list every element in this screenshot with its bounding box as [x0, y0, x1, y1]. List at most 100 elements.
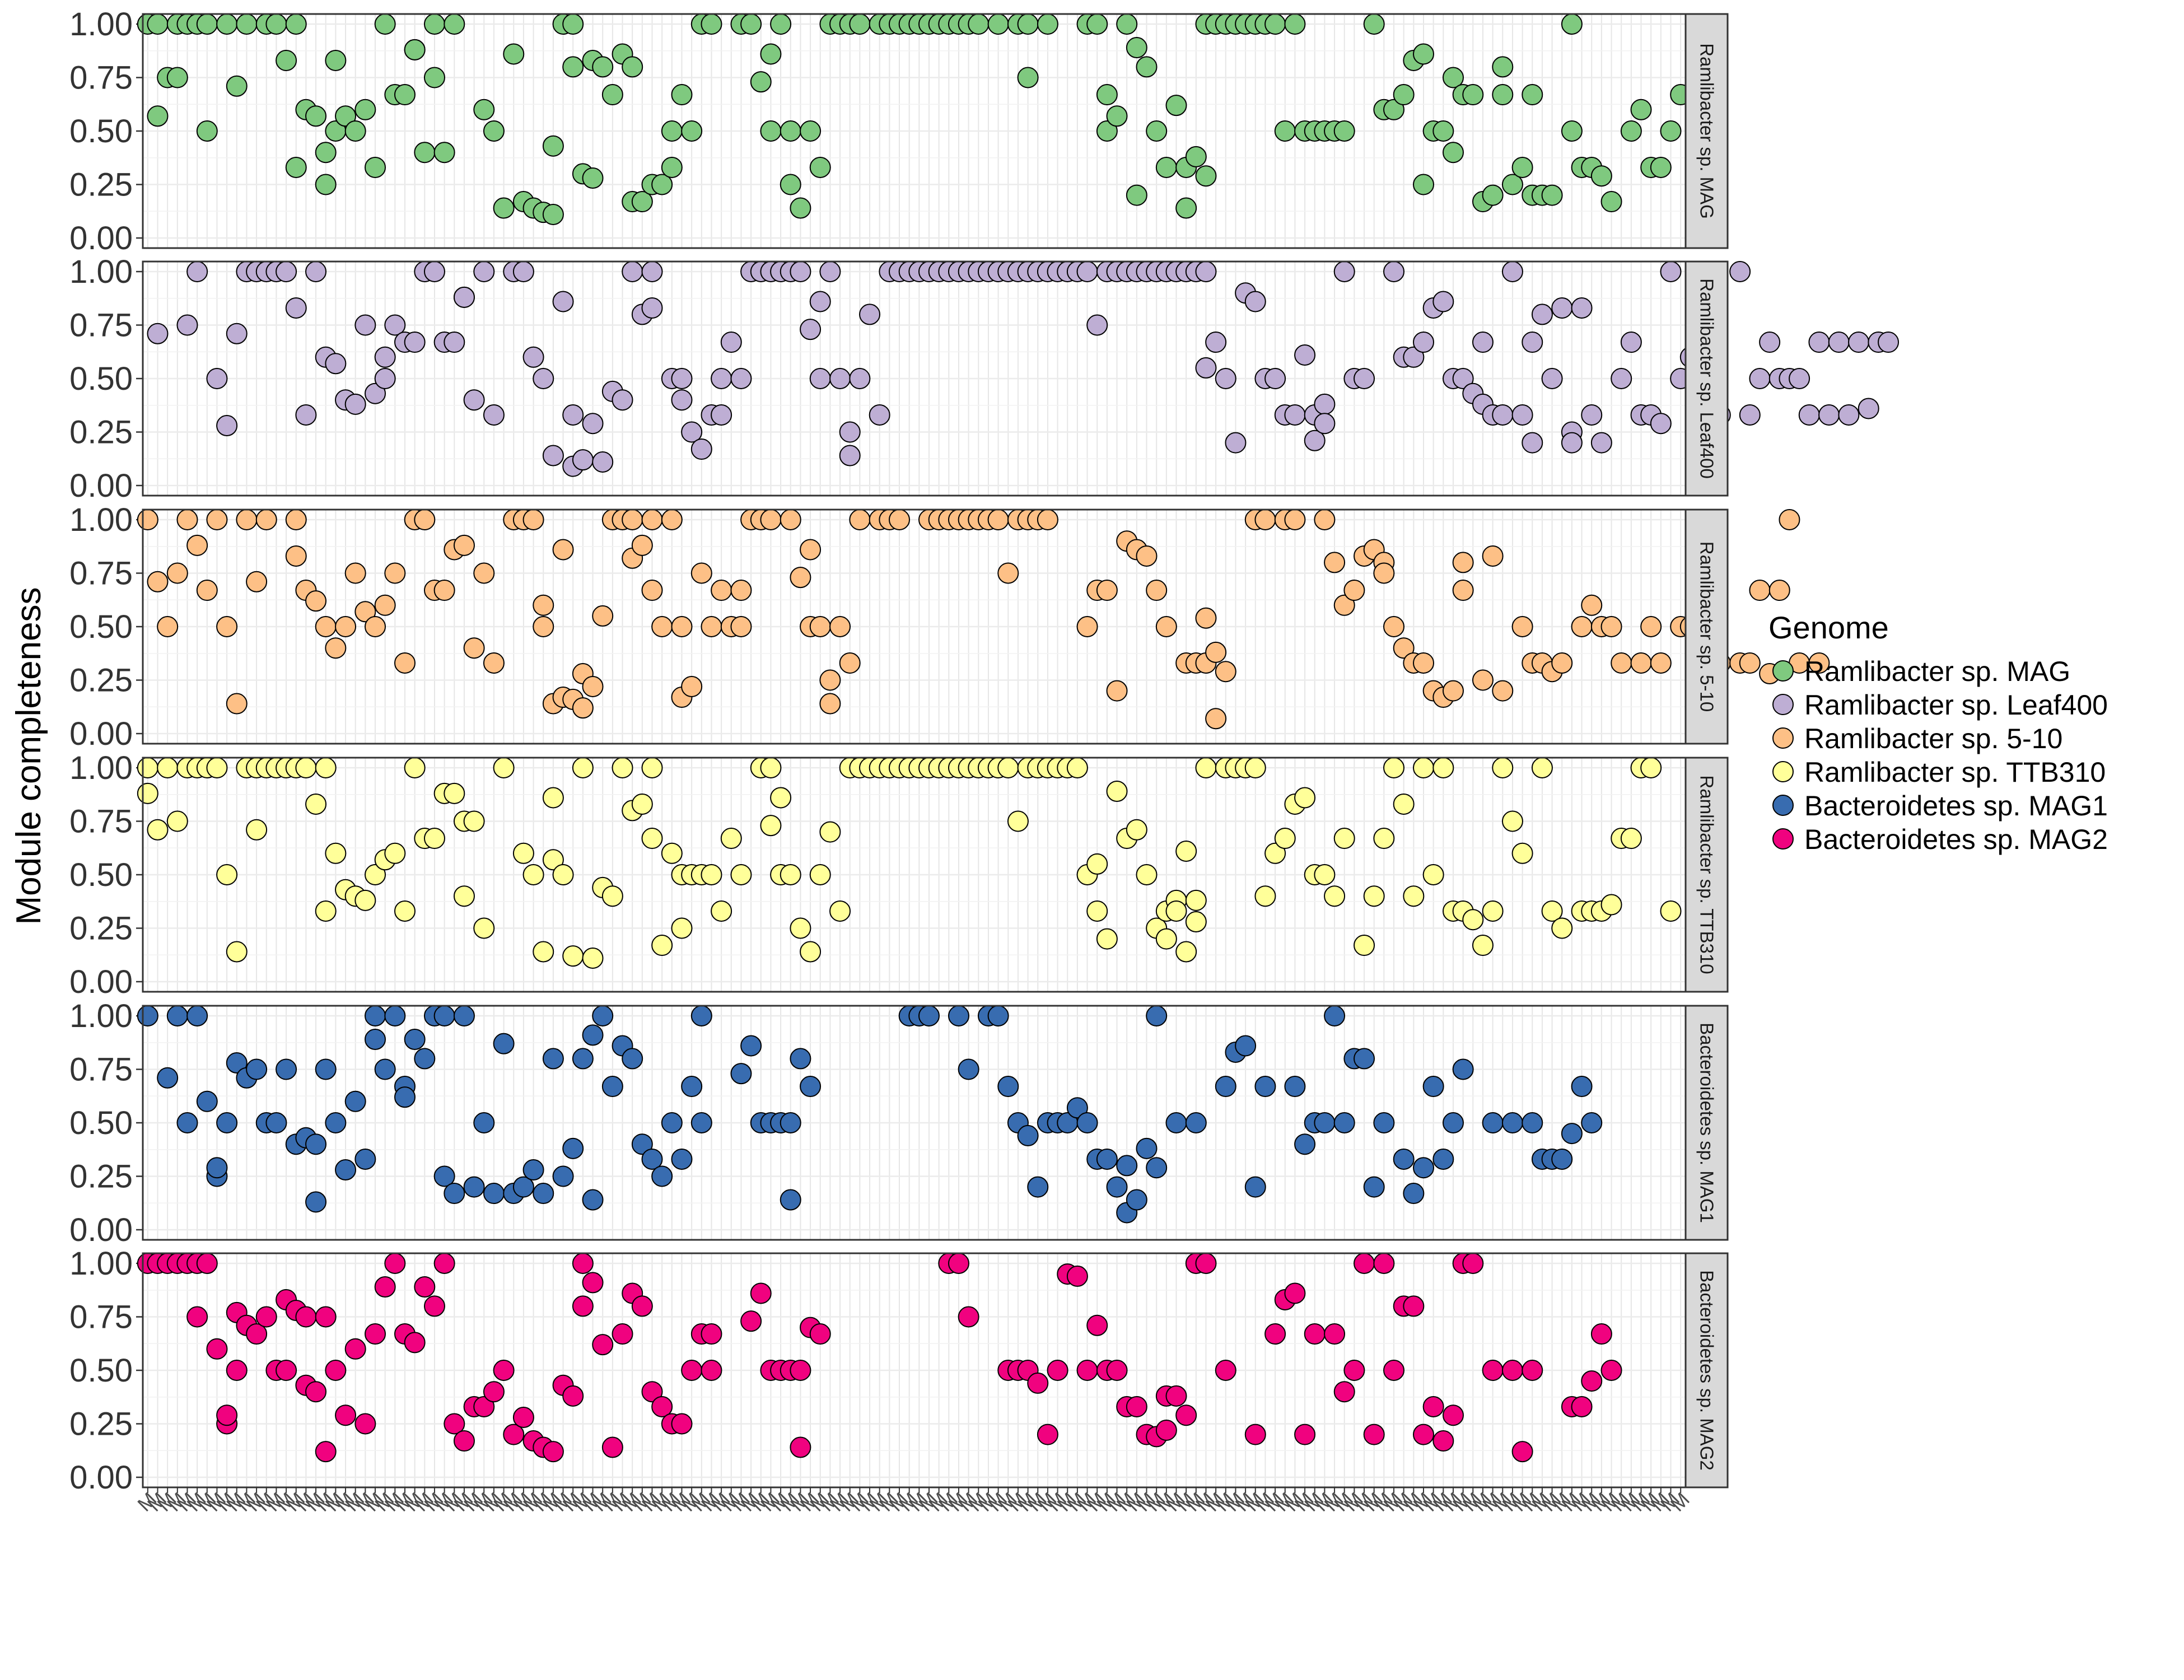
data-point	[1640, 616, 1662, 637]
data-point	[1284, 13, 1306, 35]
data-point	[800, 539, 822, 561]
data-point	[750, 1282, 772, 1304]
data-point	[1789, 368, 1810, 389]
data-point	[1393, 793, 1415, 815]
data-point	[1492, 84, 1514, 106]
data-point	[1492, 56, 1514, 78]
data-point	[730, 580, 752, 601]
y-tick-label: 1.00	[69, 502, 133, 538]
data-point	[1175, 941, 1197, 963]
data-point	[780, 1189, 801, 1211]
data-point	[819, 821, 841, 843]
data-point	[1195, 261, 1217, 282]
data-point	[1413, 1424, 1435, 1445]
data-point	[1768, 580, 1790, 601]
data-point	[226, 1360, 248, 1381]
y-axis-title: Module completeness	[10, 587, 48, 925]
y-tick-label: 0.50	[69, 361, 133, 397]
data-point	[137, 782, 158, 804]
y-tick-label: 0.25	[69, 662, 133, 699]
data-point	[1354, 1048, 1375, 1070]
data-point	[1007, 810, 1029, 832]
data-point	[681, 1076, 703, 1098]
data-point	[601, 885, 623, 907]
data-point	[780, 120, 801, 142]
data-point	[1047, 1360, 1068, 1381]
data-point	[1472, 669, 1494, 691]
data-point	[1551, 297, 1573, 319]
data-point	[1878, 332, 1900, 353]
data-point	[374, 13, 396, 35]
data-point	[1244, 1176, 1266, 1198]
data-point	[790, 917, 811, 939]
data-point	[968, 13, 990, 35]
data-point	[365, 1323, 386, 1345]
data-point	[849, 509, 871, 530]
data-point	[414, 1048, 436, 1070]
data-point	[1393, 1148, 1415, 1170]
data-point	[631, 191, 653, 213]
data-point	[572, 449, 594, 471]
data-point	[1294, 1424, 1316, 1445]
data-point	[196, 1090, 218, 1112]
data-point	[1096, 580, 1118, 601]
data-point	[246, 571, 268, 592]
y-tick-label: 0.50	[69, 857, 133, 893]
data-point	[1096, 120, 1118, 142]
data-point	[1511, 842, 1533, 864]
data-point	[414, 142, 436, 164]
data-point	[325, 1112, 347, 1133]
data-point	[325, 842, 347, 864]
data-point	[1195, 1253, 1217, 1274]
data-point	[206, 757, 228, 778]
data-point	[276, 49, 297, 71]
data-point	[503, 43, 525, 65]
data-point	[285, 156, 307, 178]
data-point	[562, 945, 584, 967]
data-point	[1116, 1155, 1138, 1177]
data-point	[572, 1048, 594, 1070]
data-point	[533, 941, 554, 963]
data-point	[1611, 652, 1632, 674]
data-point	[1403, 346, 1425, 368]
data-point	[829, 616, 851, 637]
data-point	[1274, 828, 1296, 850]
data-point	[1126, 1189, 1147, 1211]
data-point	[453, 885, 475, 907]
data-point	[1739, 652, 1761, 674]
data-point	[147, 819, 169, 841]
data-point	[760, 43, 782, 65]
data-point	[533, 616, 554, 637]
data-point	[592, 451, 614, 473]
data-point	[780, 1112, 801, 1133]
data-point	[601, 84, 623, 106]
data-point	[1522, 1112, 1543, 1133]
data-point	[166, 67, 188, 88]
data-point	[1403, 1183, 1425, 1205]
data-point	[285, 13, 307, 35]
y-tick-label: 0.00	[69, 964, 133, 1000]
facet-panel: 0.00 0.25 0.50 0.75 1.00 Bacteroidetes sp. MA…	[69, 998, 1729, 1248]
data-point	[1452, 552, 1474, 573]
data-point	[1284, 509, 1306, 530]
data-point	[1106, 680, 1128, 702]
data-point	[265, 13, 287, 35]
data-point	[305, 1191, 327, 1213]
legend-key	[1772, 795, 1794, 816]
data-point	[1620, 828, 1642, 850]
data-point	[701, 13, 722, 35]
data-point	[1640, 757, 1662, 778]
data-point	[1571, 297, 1593, 319]
legend-title: Genome	[1768, 610, 1889, 645]
data-point	[1225, 432, 1247, 454]
data-point	[1314, 509, 1336, 530]
data-point	[1600, 1360, 1622, 1381]
data-point	[394, 84, 416, 106]
data-point	[433, 1165, 455, 1187]
data-point	[354, 314, 376, 336]
data-point	[671, 368, 693, 389]
data-point	[651, 174, 673, 195]
data-point	[1858, 398, 1879, 419]
data-point	[1482, 1112, 1504, 1133]
